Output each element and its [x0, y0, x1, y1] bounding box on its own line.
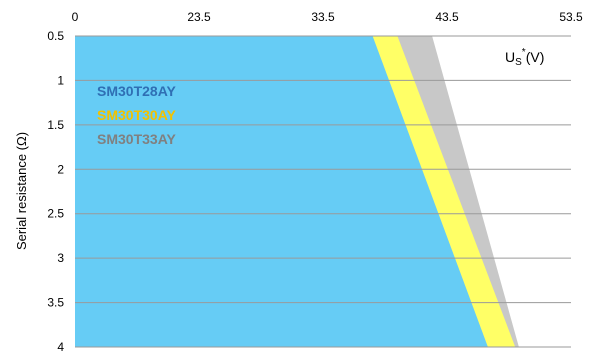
grid-lines — [75, 35, 571, 348]
x-tick-labels: 0 23.5 33.5 43.5 53.5 — [72, 10, 583, 24]
y-tick-labels: 0.5 1 1.5 2 2.5 3 3.5 4 — [47, 29, 64, 354]
x-tick-label: 33.5 — [311, 10, 335, 24]
x-tick-label: 23.5 — [187, 10, 211, 24]
x-tick-label: 53.5 — [559, 10, 583, 24]
y-tick-label: 3 — [57, 251, 64, 265]
legend-entry-sm30t30ay: SM30T30AY — [97, 107, 177, 123]
area-layer — [75, 36, 519, 347]
y-axis-title: Serial resistance (Ω) — [14, 132, 29, 250]
y-tick-label: 1.5 — [47, 118, 64, 132]
y-tick-label: 3.5 — [47, 296, 64, 310]
legend: SM30T28AY SM30T30AY SM30T33AY — [97, 83, 177, 147]
y-tick-label: 0.5 — [47, 29, 64, 43]
x-tick-label: 0 — [72, 10, 79, 24]
legend-entry-sm30t28ay: SM30T28AY — [97, 83, 177, 99]
y-tick-label: 2 — [57, 162, 64, 176]
y-tick-label: 4 — [57, 340, 64, 354]
area-sm30t28ay — [75, 36, 488, 347]
legend-entry-sm30t33ay: SM30T33AY — [97, 131, 177, 147]
y-tick-label: 2.5 — [47, 207, 64, 221]
unit-label: US*(V) — [505, 47, 544, 68]
y-tick-label: 1 — [57, 73, 64, 87]
x-tick-label: 43.5 — [435, 10, 459, 24]
